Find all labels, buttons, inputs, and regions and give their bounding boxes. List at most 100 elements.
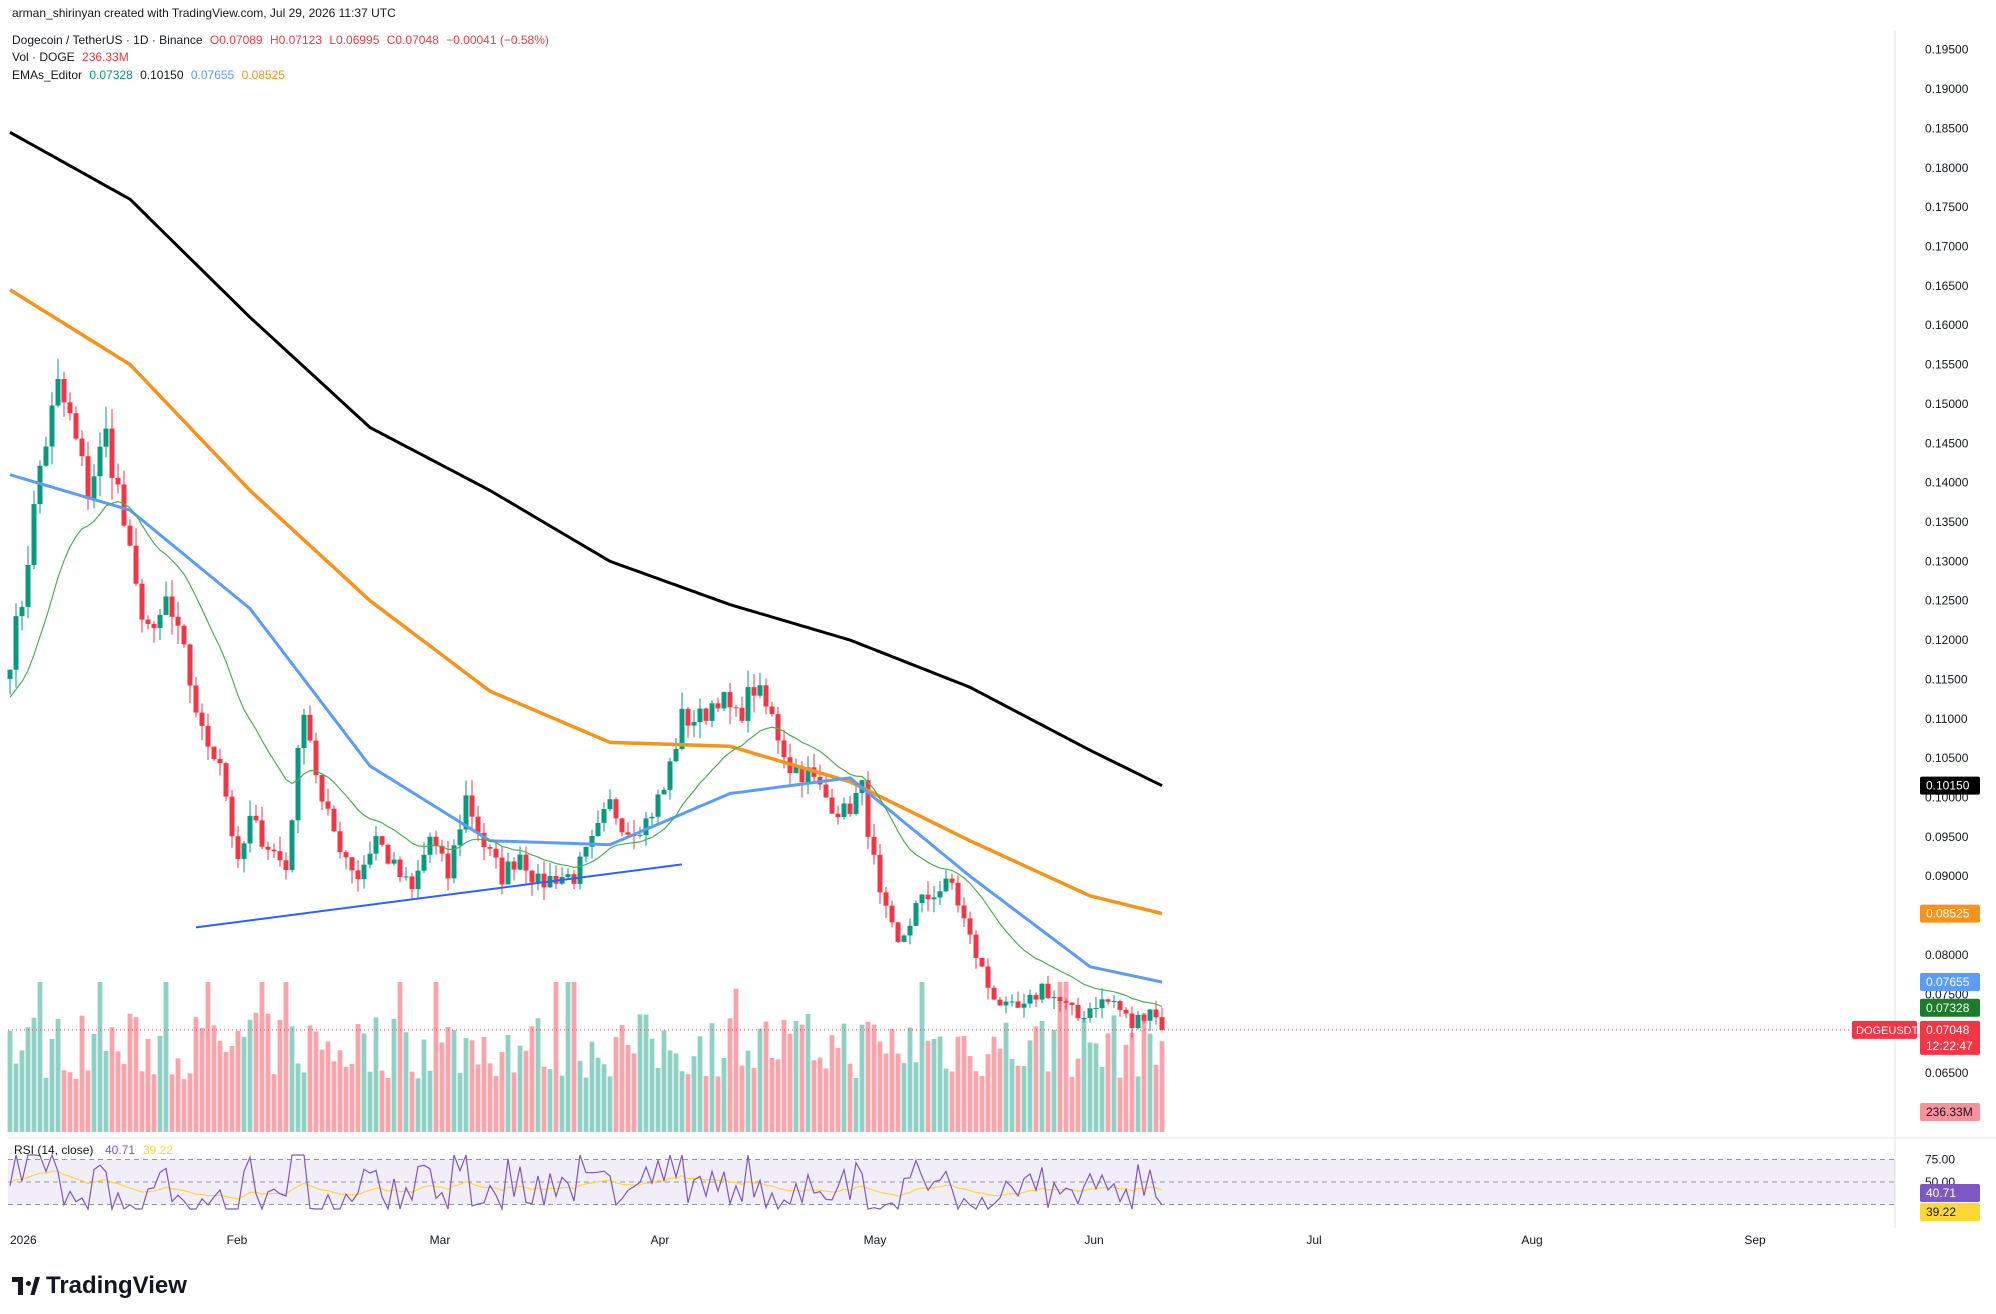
volume-bar <box>241 1036 247 1132</box>
volume-bar <box>829 1035 835 1132</box>
candle-body <box>703 708 709 721</box>
candle-body <box>229 796 235 837</box>
volume-bar <box>25 1027 31 1132</box>
volume-bar <box>31 1017 37 1132</box>
volume-bar <box>931 1038 937 1132</box>
volume-bar <box>571 982 577 1132</box>
volume-bar <box>985 1054 991 1132</box>
volume-bar <box>229 1046 235 1132</box>
price-axis[interactable]: 0.065000.075000.080000.090000.095000.100… <box>1852 43 1980 1221</box>
candle-body <box>637 835 643 837</box>
candle-body <box>139 583 145 620</box>
price-tick-label: 0.18000 <box>1925 161 1969 175</box>
volume-bar <box>793 1020 799 1132</box>
trendline-group <box>195 863 683 929</box>
candle-body <box>985 966 991 988</box>
candle-body <box>355 870 361 880</box>
candle-body <box>1051 996 1057 999</box>
volume-bar <box>91 1033 97 1132</box>
ema-50-line <box>9 473 1163 984</box>
candle-body <box>133 545 139 584</box>
volume-bar <box>835 1047 841 1132</box>
ema-legend: EMAs_Editor 0.07328 0.10150 0.07655 0.08… <box>12 68 289 82</box>
volume-bar <box>535 1018 541 1132</box>
candle-body <box>991 987 997 1000</box>
volume-label[interactable]: Vol · DOGE <box>12 50 75 64</box>
volume-bar <box>751 1067 757 1132</box>
volume-bar <box>607 1076 613 1132</box>
candle-body <box>745 687 751 721</box>
volume-bar <box>493 1075 499 1132</box>
volume-bar <box>1141 1013 1147 1132</box>
rsi-legend-label: RSI (14, close) <box>14 1143 93 1157</box>
price-tick-label: 0.11000 <box>1925 712 1968 726</box>
volume-bar <box>361 1033 367 1132</box>
candle-body <box>673 748 679 762</box>
volume-bar <box>673 1053 679 1132</box>
candle-body <box>655 794 661 817</box>
volume-bar <box>391 1018 397 1132</box>
ema200-price-text: 0.10150 <box>1926 779 1970 793</box>
candle-body <box>451 845 457 879</box>
candle-body <box>313 740 319 776</box>
price-tick-label: 0.10500 <box>1925 751 1969 765</box>
time-axis[interactable]: 2026 Feb Mar Apr May Jun Jul Aug Sep <box>10 1233 1766 1247</box>
symbol-tag <box>1852 1020 1917 1039</box>
candle-body <box>199 712 205 726</box>
candle-body <box>91 476 97 499</box>
price-tick-label: 0.14500 <box>1925 436 1969 450</box>
ema100-price-tag <box>1920 904 1980 923</box>
volume-bar <box>967 1056 973 1132</box>
volume-bar <box>283 982 289 1132</box>
volume-bar <box>403 1032 409 1132</box>
volume-bar <box>37 982 43 1132</box>
time-tick-label: Jun <box>1084 1233 1103 1247</box>
low-value: L0.06995 <box>329 33 380 47</box>
candle-body <box>187 644 193 686</box>
rsi-ma-line <box>9 1170 1163 1200</box>
volume-bar <box>715 1076 721 1132</box>
volume-bar <box>121 1063 127 1132</box>
ema-label[interactable]: EMAs_Editor <box>12 68 83 82</box>
candle-body <box>733 707 739 709</box>
volume-bar <box>133 1017 139 1132</box>
price-tick-label: 0.09500 <box>1925 830 1969 844</box>
price-tick-label: 0.06500 <box>1925 1066 1969 1080</box>
volume-bar <box>619 1024 625 1132</box>
volume-bar <box>1063 982 1069 1132</box>
price-tick-label: 0.15000 <box>1925 397 1969 411</box>
volume-value: 236.33M <box>82 50 129 64</box>
volume-bar <box>1117 1077 1123 1132</box>
volume-bar <box>325 1041 331 1132</box>
volume-bar <box>505 1034 511 1132</box>
volume-bar <box>877 1041 883 1132</box>
candle-body <box>805 767 811 783</box>
rsi-ma-value-text: 39.22 <box>1926 1205 1956 1219</box>
candle-body <box>949 878 955 883</box>
candle-body <box>883 892 889 906</box>
candle-body <box>253 815 259 821</box>
candle-body <box>841 803 847 818</box>
candle-body <box>1123 1009 1129 1014</box>
volume-bar <box>961 1036 967 1132</box>
candle-body <box>193 685 199 713</box>
symbol-title[interactable]: Dogecoin / TetherUS · 1D · Binance <box>12 33 203 47</box>
volume-bar <box>115 1051 121 1132</box>
volume-bar <box>43 1077 49 1132</box>
candle-body <box>625 832 631 835</box>
volume-bar <box>709 1023 715 1132</box>
candle-body <box>73 413 79 439</box>
candle-body <box>379 836 385 845</box>
candle-body <box>589 836 595 847</box>
volume-bar <box>721 1058 727 1132</box>
candle-body <box>1045 983 1051 999</box>
candle-body <box>601 809 607 823</box>
candle-body <box>1033 994 1039 1000</box>
candle-body <box>61 378 67 403</box>
chart-credit: arman_shirinyan created with TradingView… <box>12 6 396 20</box>
volume-bar <box>469 1040 475 1132</box>
volume-bar <box>307 1025 313 1132</box>
candle-body <box>847 803 853 814</box>
candle-body <box>979 958 985 967</box>
